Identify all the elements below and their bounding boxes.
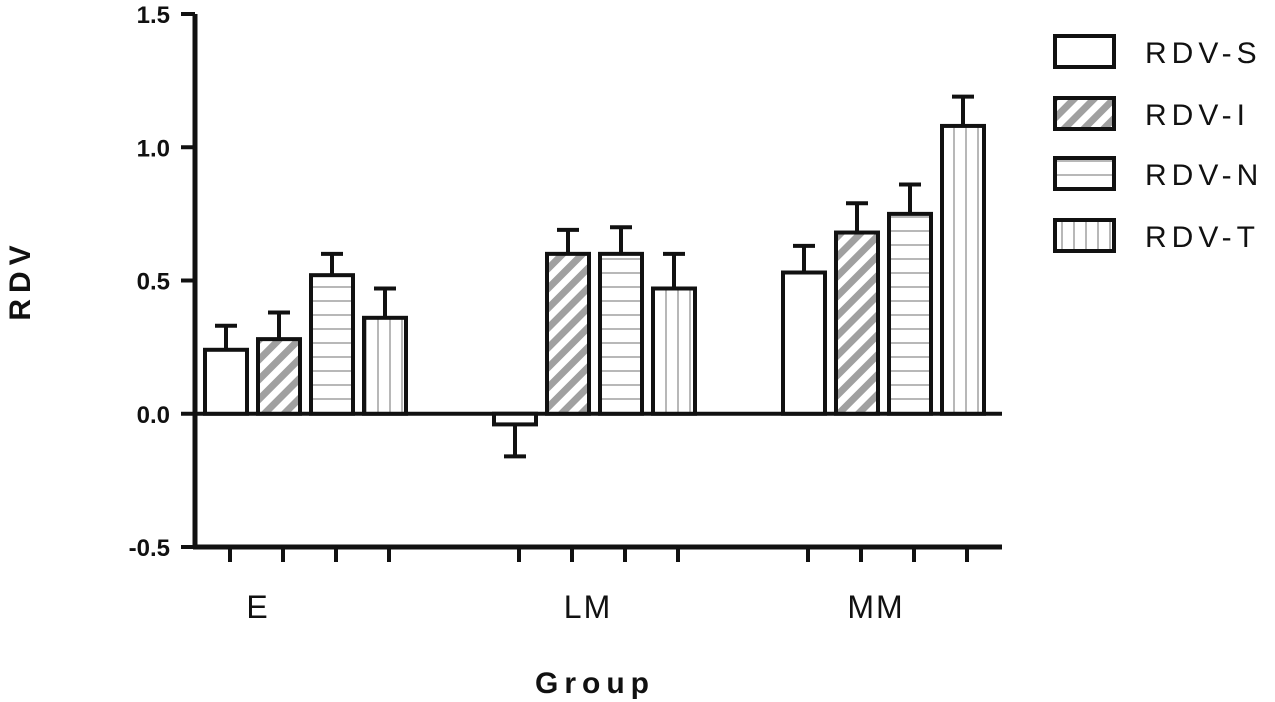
x-tick-label: E [246,589,269,625]
bar [309,273,355,416]
legend-label: RDV-I [1145,99,1250,132]
bar [834,230,880,416]
bar [940,123,986,416]
legend-swatch [1053,96,1116,131]
x-tick-label: MM [847,589,904,625]
bar [203,347,249,416]
bar [887,211,933,416]
legend-swatch [1053,34,1116,69]
y-tick-label: 0.5 [137,269,170,296]
legend-label: RDV-S [1145,37,1262,70]
bar [362,315,408,416]
bar [598,251,644,416]
y-axis-title: RDV [4,239,37,320]
labels: -0.5 0.0 0.5 1.0 1.5 E LM MM [129,2,904,625]
bar [492,411,538,427]
y-tick-label: 1.5 [137,2,170,29]
x-tick-label: LM [564,589,612,625]
legend-swatch [1053,156,1116,191]
bar [651,286,697,416]
bar [545,251,591,416]
y-tick-label: 1.0 [137,135,170,162]
bar [781,270,827,416]
y-tick-label: 0.0 [137,402,170,429]
y-tick-label: -0.5 [129,535,170,562]
legend-label: RDV-N [1145,159,1263,192]
bars [203,94,986,459]
legend-swatch [1053,218,1116,253]
x-axis-title: Group [535,667,655,700]
bar [256,337,302,416]
legend: RDV-S RDV-I RDV-N RDV-T [1053,34,1263,254]
legend-label: RDV-T [1145,221,1260,254]
